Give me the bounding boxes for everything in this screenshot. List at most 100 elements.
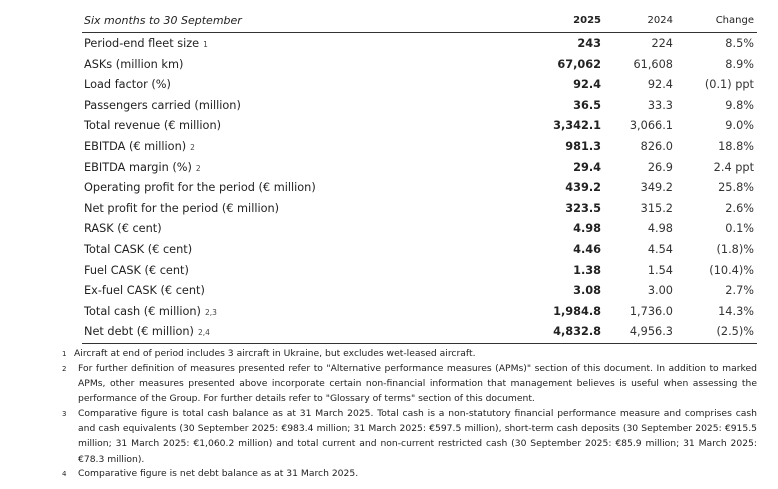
row-label: Load factor (%) xyxy=(84,78,171,91)
value-2025: 1.38 xyxy=(573,263,601,277)
label-text: Ex-fuel CASK (€ cent) xyxy=(84,284,205,298)
header-2025: 2025 xyxy=(573,15,601,26)
row-label: Operating profit for the period (€ milli… xyxy=(84,181,316,194)
value-change: 14.3% xyxy=(718,304,754,318)
value-2025: 29.4 xyxy=(573,160,601,174)
header-2024: 2024 xyxy=(647,15,673,26)
table-row: Total CASK (€ cent) 4.46 4.54 (1.8)% xyxy=(82,240,757,260)
value-change: (1.8)% xyxy=(716,243,754,256)
footnote-number: 3 xyxy=(62,410,67,418)
value-2025: 3.08 xyxy=(573,284,601,298)
label-text: EBITDA (€ million) xyxy=(84,140,187,153)
footnote-text: Comparative figure is net debt balance a… xyxy=(78,468,359,479)
label-text: Total cash (€ million) xyxy=(84,304,201,318)
table-row: Total revenue (€ million) 3,342.1 3,066.1 9… xyxy=(82,116,757,136)
label-text: RASK (€ cent) xyxy=(84,222,162,236)
value-2025: 243 xyxy=(577,37,601,50)
value-2024: 224 xyxy=(651,37,673,50)
row-label: Net debt (€ million) 2,4 xyxy=(84,325,210,338)
table-row: Period-end fleet size 1 243 224 8.5% xyxy=(82,34,757,54)
row-label: Period-end fleet size 1 xyxy=(84,37,208,50)
table-row: Total cash (€ million) 2,3 1,984.8 1,736.0 1… xyxy=(82,302,757,322)
table-row: RASK (€ cent) 4.98 4.98 0.1% xyxy=(82,219,757,239)
table-row: Fuel CASK (€ cent) 1.38 1.54 (10.4)% xyxy=(82,261,757,281)
value-change: 2.7% xyxy=(725,284,754,298)
value-2024: 3.00 xyxy=(647,284,673,298)
label-text: Fuel CASK (€ cent) xyxy=(84,263,189,277)
value-change: 2.4 ppt xyxy=(713,160,754,174)
value-change: (2.5)% xyxy=(716,325,754,339)
value-2024: 4.98 xyxy=(647,222,673,236)
table-row: EBITDA (€ million) 2 981.3 826.0 18.8% xyxy=(82,137,757,157)
value-change: 9.0% xyxy=(725,119,754,133)
row-label: Net profit for the period (€ million) xyxy=(84,202,279,215)
footnote-number: 1 xyxy=(62,350,67,358)
value-2025: 3,342.1 xyxy=(553,119,601,133)
label-text: Total CASK (€ cent) xyxy=(84,243,193,256)
table-row: Operating profit for the period (€ milli… xyxy=(82,178,757,198)
value-change: 2.6% xyxy=(725,201,754,215)
footnote-number: 2 xyxy=(62,365,67,373)
row-label: ASKs (million km) xyxy=(84,58,183,71)
table-row: EBITDA margin (%) 2 29.4 26.9 2.4 ppt xyxy=(82,158,757,178)
footnote-text: Comparative figure is total cash balance… xyxy=(78,408,757,465)
value-2025: 439.2 xyxy=(565,181,601,195)
footnote-number: 4 xyxy=(62,470,67,478)
table-row: Net profit for the period (€ million) 323… xyxy=(82,199,757,219)
value-2024: 26.9 xyxy=(647,160,673,174)
value-2025: 4,832.8 xyxy=(553,325,601,339)
value-2024: 61,608 xyxy=(633,57,673,71)
value-2024: 33.3 xyxy=(647,98,673,112)
value-2025: 981.3 xyxy=(565,140,601,153)
label-text: Total revenue (€ million) xyxy=(84,119,222,133)
value-2024: 92.4 xyxy=(647,78,673,92)
note-ref: 2,3 xyxy=(204,307,217,317)
header-rule xyxy=(82,32,757,33)
row-label: Total CASK (€ cent) xyxy=(84,243,192,256)
value-2025: 4.98 xyxy=(573,222,601,236)
value-change: 8.9% xyxy=(725,57,754,71)
table-row: ASKs (million km) 67,062 61,608 8.9% xyxy=(82,55,757,75)
value-2024: 4,956.3 xyxy=(629,325,673,339)
value-change: 25.8% xyxy=(718,181,754,195)
label-text: Period-end fleet size xyxy=(84,37,200,50)
footnote-text: Aircraft at end of period includes 3 air… xyxy=(74,348,476,359)
row-label: Passengers carried (million) xyxy=(84,99,241,112)
label-text: Passengers carried (million) xyxy=(84,98,241,112)
row-label: Ex-fuel CASK (€ cent) xyxy=(84,284,205,297)
header-label: Six months to 30 September xyxy=(84,14,242,27)
label-text: Operating profit for the period (€ milli… xyxy=(84,181,316,195)
value-2025: 36.5 xyxy=(573,98,601,112)
table-row: Net debt (€ million) 2,4 4,832.8 4,956.3 (2.… xyxy=(82,322,757,342)
label-text: Load factor (%) xyxy=(84,78,171,92)
row-label: Total revenue (€ million) xyxy=(84,119,221,132)
value-change: 18.8% xyxy=(718,140,754,153)
value-2025: 67,062 xyxy=(557,57,601,71)
note-ref: 2 xyxy=(195,163,201,173)
table-row: Passengers carried (million) 36.5 33.3 9.8% xyxy=(82,96,757,116)
note-ref: 1 xyxy=(203,40,208,49)
row-label: EBITDA (€ million) 2 xyxy=(84,140,195,153)
value-change: (10.4)% xyxy=(709,263,754,277)
value-2024: 3,066.1 xyxy=(629,119,673,133)
value-2024: 4.54 xyxy=(647,243,673,256)
value-2024: 1.54 xyxy=(647,263,673,277)
note-ref: 2 xyxy=(190,143,195,152)
value-change: (0.1) ppt xyxy=(704,78,754,92)
value-2024: 315.2 xyxy=(640,201,673,215)
label-text: EBITDA margin (%) xyxy=(84,160,192,174)
row-label: Total cash (€ million) 2,3 xyxy=(84,305,217,318)
value-2024: 1,736.0 xyxy=(629,304,673,318)
value-2025: 1,984.8 xyxy=(553,304,601,318)
label-text: ASKs (million km) xyxy=(84,57,184,71)
label-text: Net debt (€ million) xyxy=(84,325,194,339)
value-change: 0.1% xyxy=(725,222,754,236)
table-row: Load factor (%) 92.4 92.4 (0.1) ppt xyxy=(82,75,757,95)
row-label: RASK (€ cent) xyxy=(84,222,162,235)
value-change: 9.8% xyxy=(725,98,754,112)
bottom-rule xyxy=(82,343,757,344)
row-label: Fuel CASK (€ cent) xyxy=(84,264,189,277)
note-ref: 2,4 xyxy=(197,328,210,338)
label-text: Net profit for the period (€ million) xyxy=(84,201,280,215)
